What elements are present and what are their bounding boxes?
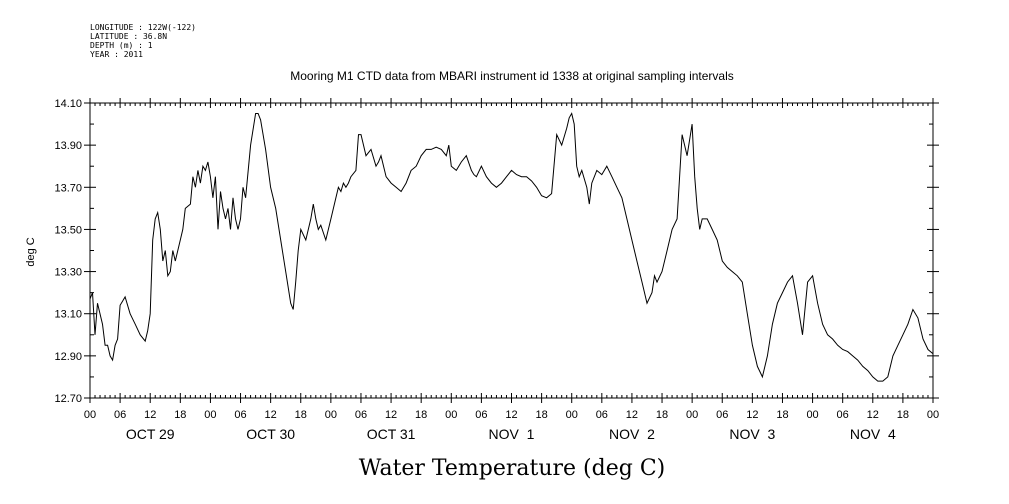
x-tick-label: 00 [927,409,939,421]
meta-year: YEAR : 2011 [90,50,143,59]
x-tick-label: 18 [776,409,788,421]
day-label: OCT 29 [126,426,175,442]
day-label: NOV 2 [609,426,655,442]
plot-frame [89,102,934,399]
x-tick-label: 12 [626,409,638,421]
day-label: NOV 4 [850,426,896,442]
x-tick-label: 00 [686,409,698,421]
x-tick-label: 18 [415,409,427,421]
meta-depth: DEPTH (m) : 1 [90,41,153,50]
x-tick-label: 12 [265,409,277,421]
x-tick-label: 00 [566,409,578,421]
x-tick-label: 18 [897,409,909,421]
x-tick-label: 06 [355,409,367,421]
x-tick-label: 12 [867,409,879,421]
y-tick-label: 13.30 [54,267,82,279]
metadata-block: LONGITUDE : 122W(-122) LATITUDE : 36.8N … [90,23,196,59]
x-tick-label: 18 [535,409,547,421]
meta-longitude: LONGITUDE : 122W(-122) [90,23,196,32]
x-tick-label: 06 [837,409,849,421]
y-axis-label: deg C [25,237,37,266]
x-tick-label: 18 [656,409,668,421]
day-label: OCT 30 [246,426,295,442]
y-tick-label: 13.70 [54,182,82,194]
temperature-series-line [89,112,934,382]
x-tick-label: 12 [144,409,156,421]
x-tick-label: 06 [716,409,728,421]
x-tick-label: 00 [445,409,457,421]
y-tick-label: 12.70 [54,393,82,405]
x-tick-label: 12 [505,409,517,421]
y-tick-label: 13.10 [54,309,82,321]
x-tick-label: 06 [596,409,608,421]
y-tick-label: 14.10 [54,98,82,110]
x-tick-label: 06 [114,409,126,421]
x-tick-label: 18 [174,409,186,421]
x-tick-label: 18 [295,409,307,421]
x-axis: 00 06 12 18 00 06 12 18 00 06 12 18 00 06 12 18 00 06 12 18… [84,98,939,421]
x-tick-label: 00 [325,409,337,421]
y-tick-label: 13.50 [54,224,82,236]
x-tick-label: 00 [806,409,818,421]
x-tick-label: 12 [746,409,758,421]
day-label: NOV 1 [489,426,535,442]
x-tick-label: 00 [84,409,96,421]
day-label: NOV 3 [729,426,775,442]
chart-title: Mooring M1 CTD data from MBARI instrumen… [290,69,734,83]
x-tick-label: 06 [234,409,246,421]
x-tick-label: 06 [475,409,487,421]
day-label: OCT 31 [367,426,416,442]
y-tick-label: 12.90 [54,351,82,363]
x-tick-label: 00 [204,409,216,421]
day-labels: OCT 29 OCT 30 OCT 31 NOV 1 NOV 2 NOV 3 NOV 4 [126,426,896,442]
x-tick-label: 12 [385,409,397,421]
x-axis-title: Water Temperature (deg C) [359,456,666,481]
y-tick-label: 13.90 [54,140,82,152]
meta-latitude: LATITUDE : 36.8N [90,32,167,41]
y-axis: 12.70 12.90 13.10 13.30 13.50 13.70 13.90 14.10 [54,98,939,405]
